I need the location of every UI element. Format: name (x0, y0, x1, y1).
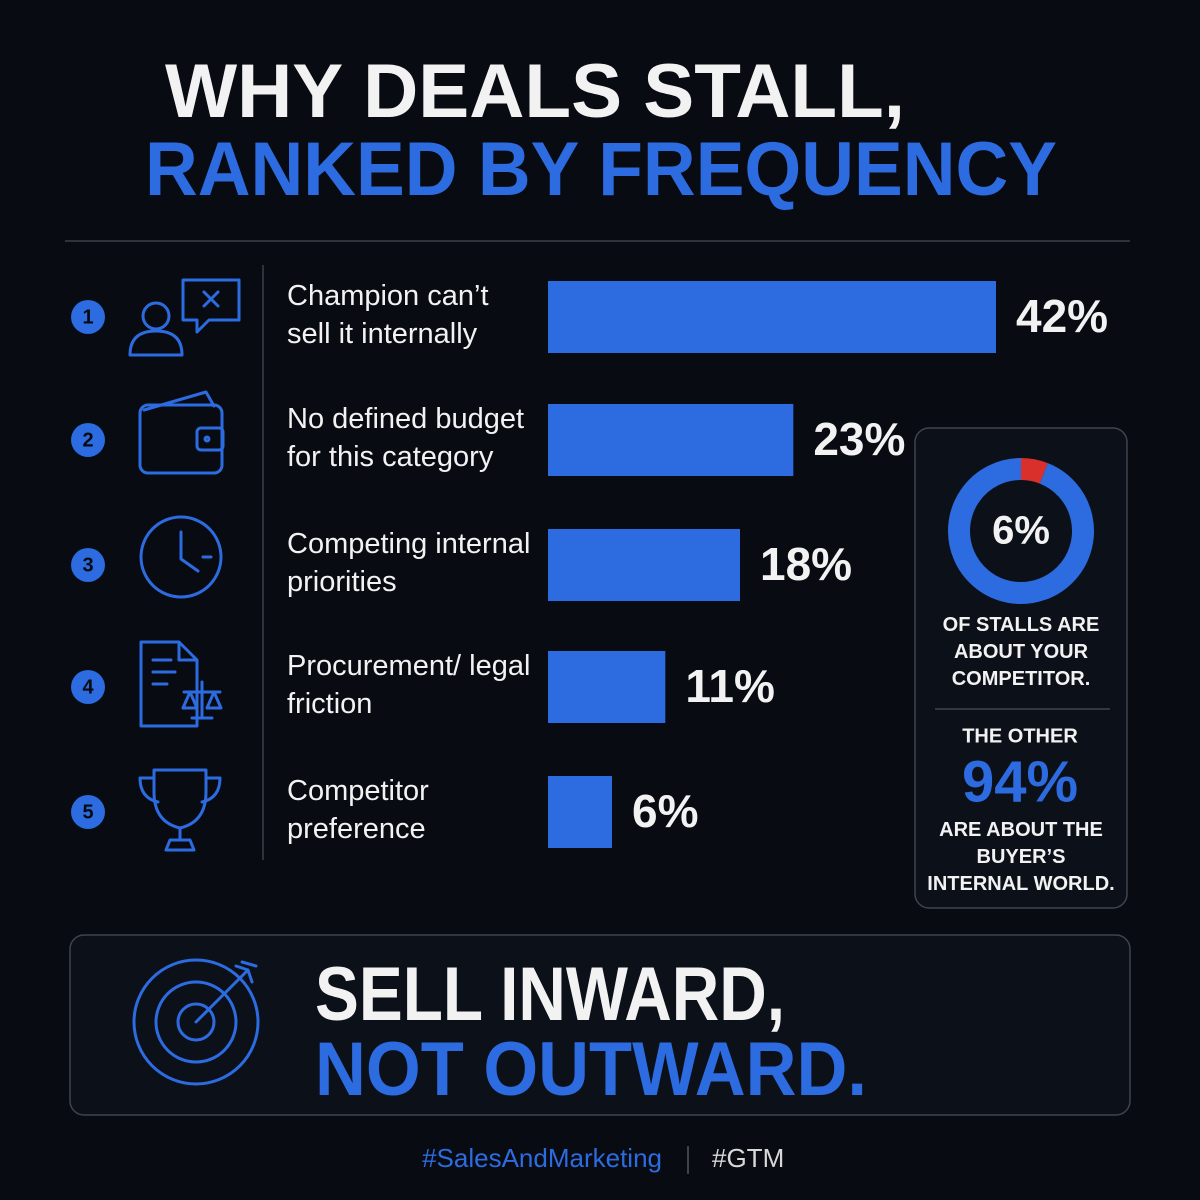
annotation: ARE ABOUT THE BUYER’S INTERNAL WORLD. (927, 819, 1115, 895)
callout-line: SELL INWARD, (315, 952, 785, 1037)
rank-badge (71, 548, 105, 582)
category-label: Champion can’t sell it internally (287, 280, 489, 350)
category-label: Competitor preference (287, 775, 429, 845)
callout-box (69, 934, 1131, 1116)
subtitle: RANKED BY FREQUENCY (145, 127, 1057, 212)
value-label: 11% (685, 660, 775, 712)
callout-line: NOT OUTWARD. (315, 1027, 867, 1112)
rank-number: 4 (82, 676, 94, 698)
value-label: 23% (813, 413, 905, 465)
category-label: Procurement/ legal friction (287, 650, 531, 720)
rank-badge (71, 423, 105, 457)
category-label: No defined budget for this category (287, 403, 525, 473)
category-box: Competitor preference (287, 775, 429, 845)
donut-segment (948, 458, 1094, 604)
category-box: Champion can’t sell it internally (287, 280, 489, 350)
target-icon (132, 958, 260, 1086)
annotation: OF STALLS ARE ABOUT YOUR COMPETITOR. (942, 614, 1100, 690)
annotation: THE OTHER (962, 725, 1078, 747)
rank-number: 2 (82, 429, 93, 451)
annotation-box: OF STALLS ARE ABOUT YOUR COMPETITOR. (942, 614, 1100, 690)
category-box: Procurement/ legal friction (287, 650, 531, 720)
bar (548, 281, 996, 353)
title: WHY DEALS STALL, (165, 49, 905, 134)
hashtag: #SalesAndMarketing (422, 1143, 662, 1173)
icons (128, 278, 241, 852)
bar (548, 404, 794, 476)
donut-segment (1020, 458, 1048, 484)
value-label: 6% (632, 785, 698, 837)
rank-badge (71, 795, 105, 829)
donut-value: 6% (992, 509, 1050, 553)
category-box: No defined budget for this category (287, 403, 525, 473)
rank-badge (71, 670, 105, 704)
rank-number: 5 (82, 801, 93, 823)
category-box: Competing internal priorities (287, 528, 531, 598)
rank-badge (71, 300, 105, 334)
value-label: 42% (1016, 290, 1108, 342)
bar (548, 776, 612, 848)
bar (548, 651, 666, 723)
annotation-box: ARE ABOUT THE BUYER’S INTERNAL WORLD. (927, 819, 1115, 895)
rank-number: 1 (82, 306, 93, 328)
hashtag: #GTM (712, 1143, 784, 1173)
rank-number: 3 (82, 554, 93, 576)
bar (548, 529, 740, 601)
value-label: 18% (760, 538, 852, 590)
category-label: Competing internal priorities (287, 528, 531, 598)
donut-other-value: 94% (962, 749, 1078, 814)
